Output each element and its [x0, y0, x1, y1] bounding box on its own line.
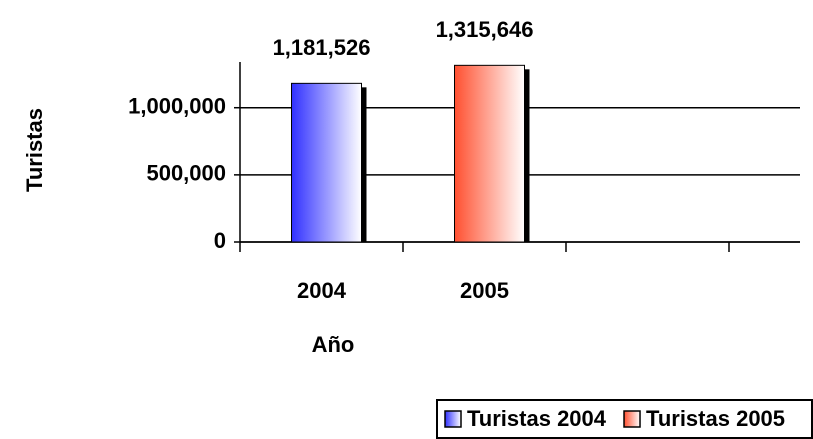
bar [291, 82, 362, 243]
value-label: 1,181,526 [273, 35, 371, 60]
x-tick-label: 2004 [297, 278, 347, 303]
bar [454, 64, 525, 243]
legend-swatch [623, 410, 641, 428]
x-tick-label: 2005 [460, 278, 509, 303]
value-label: 1,315,646 [436, 17, 534, 42]
x-axis-title: Año [312, 332, 355, 357]
legend-label: Turistas 2004 [467, 406, 607, 431]
y-tick-label: 1,000,000 [128, 94, 226, 119]
legend-label: Turistas 2005 [646, 406, 785, 431]
y-axis-title: Turistas [22, 108, 47, 192]
y-tick-label: 500,000 [146, 161, 226, 186]
legend-swatch [444, 410, 462, 428]
y-tick-label: 0 [214, 228, 226, 253]
